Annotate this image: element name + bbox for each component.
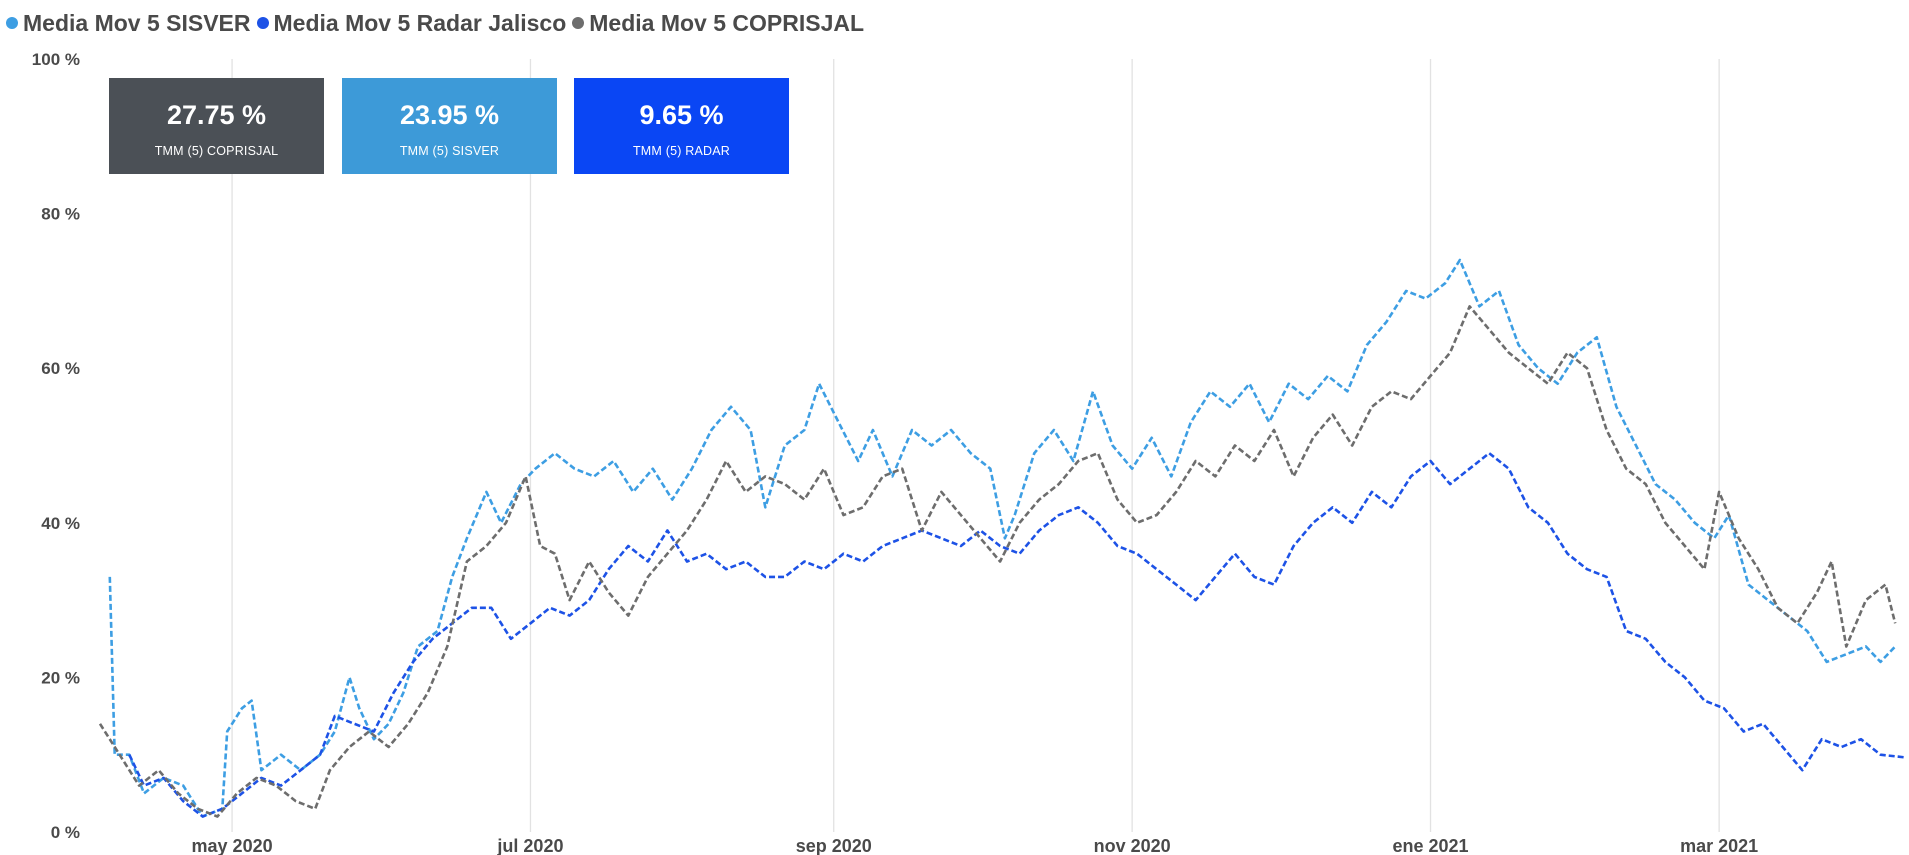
series-line-0[interactable] <box>108 258 1897 818</box>
legend-item-sisver[interactable]: Media Mov 5 SISVER <box>6 10 251 37</box>
legend-item-coprisjal[interactable]: Media Mov 5 COPRISJAL <box>572 10 864 37</box>
kpi-card-coprisjal[interactable]: 27.75 % TMM (5) COPRISJAL <box>109 78 324 174</box>
legend-label-radar: Media Mov 5 Radar Jalisco <box>273 9 567 36</box>
legend-marker-coprisjal <box>572 17 585 29</box>
x-tick-label: ene 2021 <box>1392 836 1468 855</box>
x-axis: may 2020 jul 2020 sep 2020 nov 2020 ene 2021… <box>192 836 1759 855</box>
grid-lines <box>231 59 1720 832</box>
y-tick-label: 0 % <box>51 823 80 842</box>
y-tick-label: 40 % <box>41 514 80 533</box>
chart-legend: Media Mov 5 SISVER Media Mov 5 Radar Jal… <box>6 6 870 40</box>
y-tick-label: 60 % <box>41 359 80 378</box>
series-lines <box>98 258 1906 818</box>
legend-marker-radar <box>256 17 269 29</box>
y-tick-label: 80 % <box>41 205 80 224</box>
y-tick-label: 100 % <box>32 50 80 69</box>
x-tick-label: mar 2021 <box>1680 836 1758 855</box>
y-axis: 0 % 20 % 40 % 60 % 80 % 100 % <box>32 50 80 842</box>
kpi-value-sisver: 23.95 % <box>399 100 500 130</box>
kpi-value-coprisjal: 27.75 % <box>166 100 267 130</box>
kpi-value-radar: 9.65 % <box>639 100 724 130</box>
x-tick-label: sep 2020 <box>796 836 872 855</box>
kpi-label-sisver: TMM (5) SISVER <box>399 144 500 158</box>
kpi-card-radar[interactable]: 9.65 % TMM (5) RADAR <box>574 78 789 174</box>
kpi-label-radar: TMM (5) RADAR <box>632 144 731 158</box>
kpi-label-coprisjal: TMM (5) COPRISJAL <box>154 144 279 158</box>
legend-label-sisver: Media Mov 5 SISVER <box>23 9 251 36</box>
x-tick-label: jul 2020 <box>496 836 563 855</box>
x-tick-label: may 2020 <box>192 836 273 855</box>
kpi-card-sisver[interactable]: 23.95 % TMM (5) SISVER <box>342 78 557 174</box>
x-tick-label: nov 2020 <box>1094 836 1171 855</box>
y-tick-label: 20 % <box>41 668 80 687</box>
series-line-2[interactable] <box>98 305 1897 818</box>
legend-label-coprisjal: Media Mov 5 COPRISJAL <box>589 9 865 36</box>
legend-marker-sisver <box>6 17 18 29</box>
legend-item-radar[interactable]: Media Mov 5 Radar Jalisco <box>256 9 567 37</box>
series-line-1[interactable] <box>128 451 1906 818</box>
